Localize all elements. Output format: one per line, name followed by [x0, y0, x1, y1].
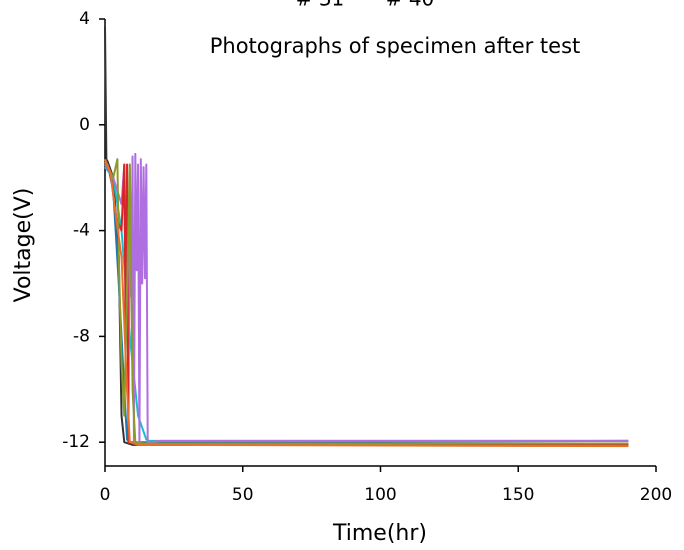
series-line [105, 163, 629, 444]
x-tick-label: 50 [232, 485, 254, 505]
annotation: # 31 [296, 0, 345, 11]
x-tick-label: 0 [100, 485, 111, 505]
series-line [104, 158, 629, 448]
series-line [104, 166, 629, 442]
y-tick-label: -4 [73, 221, 90, 241]
series-line [104, 26, 629, 446]
annotation: # 40 [386, 0, 435, 11]
x-axis-label: Time(hr) [332, 521, 427, 546]
y-tick-label: 0 [79, 115, 90, 135]
series-line [104, 161, 629, 446]
x-tick-label: 200 [640, 485, 672, 505]
y-tick-label: -8 [73, 326, 90, 346]
x-tick-label: 150 [502, 485, 534, 505]
y-axis-label: Voltage(V) [11, 188, 36, 303]
x-tick-label: 100 [364, 485, 396, 505]
y-tick-label: 4 [79, 9, 90, 29]
series-line [104, 152, 629, 444]
series-line [104, 158, 629, 445]
y-tick-label: -12 [62, 432, 90, 452]
annotation: Photographs of specimen after test [210, 34, 581, 58]
